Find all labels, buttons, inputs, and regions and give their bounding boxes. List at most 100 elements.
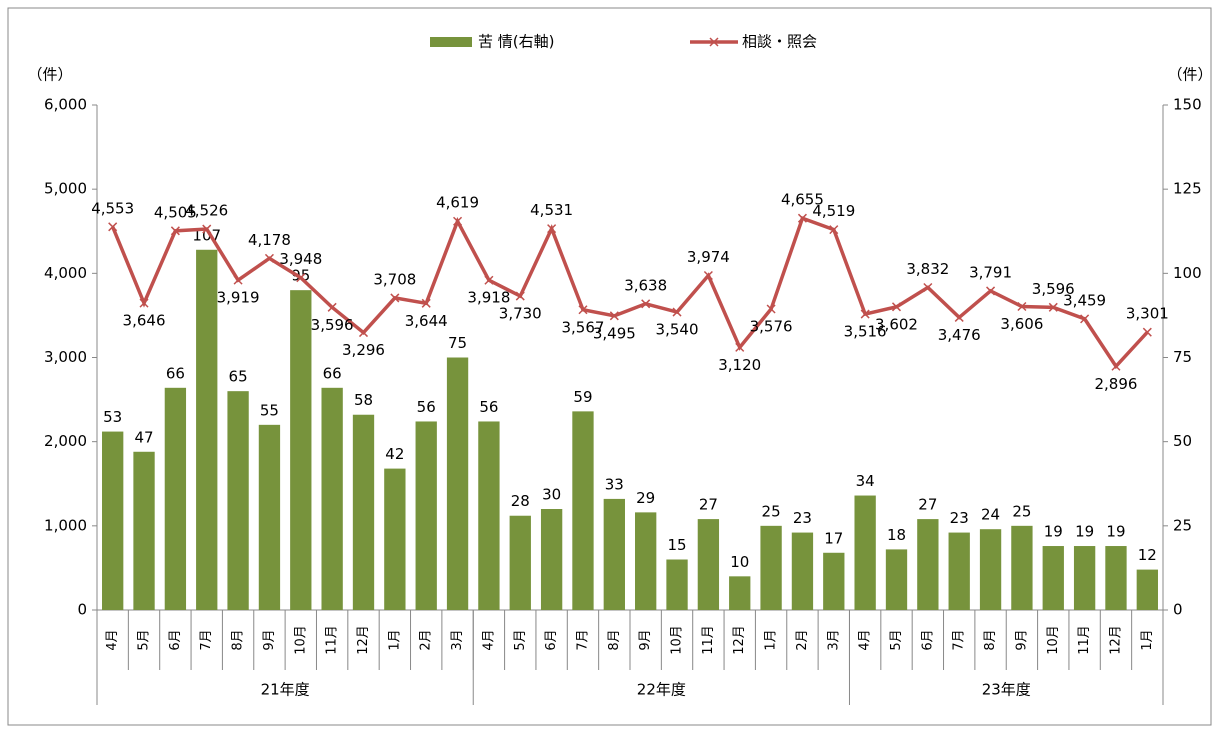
line-marker <box>108 222 118 232</box>
line-value-label: 3,567 <box>561 318 604 336</box>
bar-value-label: 24 <box>981 506 1000 524</box>
bar-value-label: 59 <box>573 388 592 406</box>
line-marker <box>202 224 212 234</box>
legend-swatch <box>430 37 472 47</box>
line-marker <box>986 286 996 296</box>
x-tick-label: 10月 <box>1046 625 1061 655</box>
bar <box>164 387 187 610</box>
bar-value-label: 17 <box>824 529 843 547</box>
group-label: 22年度 <box>637 681 686 699</box>
bar <box>133 451 155 610</box>
x-tick-label: 3月 <box>450 629 465 650</box>
bar <box>540 509 563 610</box>
line-marker <box>1111 361 1121 371</box>
line-value-label: 3,644 <box>405 312 448 330</box>
bar <box>1136 569 1158 610</box>
bar-value-label: 25 <box>1012 502 1031 520</box>
line-marker <box>641 299 651 309</box>
line-value-label: 3,646 <box>123 312 166 330</box>
x-tick-label: 12月 <box>732 625 747 655</box>
y2-tick-label: 0 <box>1173 601 1183 619</box>
bar <box>1105 546 1127 610</box>
line-marker <box>609 311 619 321</box>
line-marker <box>484 275 494 285</box>
line-marker <box>672 307 682 317</box>
bar <box>854 495 876 610</box>
chart-frame <box>7 7 1212 726</box>
x-tick-label: 9月 <box>262 629 277 650</box>
bar-value-label: 30 <box>542 486 561 504</box>
bar <box>760 525 782 610</box>
line-value-label: 3,948 <box>279 250 322 268</box>
line-marker <box>515 291 525 301</box>
bar <box>290 290 312 610</box>
x-tick-label: 11月 <box>1077 625 1092 655</box>
line-marker <box>327 302 337 312</box>
group-label: 21年度 <box>261 681 310 699</box>
line-value-label: 3,296 <box>342 341 385 359</box>
line-value-label: 3,918 <box>467 289 510 307</box>
x-tick-label: 7月 <box>952 629 967 650</box>
y-tick-label: 4,000 <box>44 264 87 282</box>
bar-value-label: 15 <box>667 536 686 554</box>
x-tick-label: 12月 <box>356 625 371 655</box>
y2-tick-label: 25 <box>1173 516 1192 534</box>
bar <box>885 549 908 610</box>
bar-value-label: 58 <box>354 391 373 409</box>
line-value-label: 3,596 <box>311 316 354 334</box>
y2-tick-label: 125 <box>1173 180 1202 198</box>
line-value-label: 4,519 <box>812 202 855 220</box>
x-tick-label: 7月 <box>575 629 590 650</box>
x-tick-label: 8月 <box>607 629 622 650</box>
line-value-label: 3,638 <box>624 276 667 294</box>
line-value-label: 4,531 <box>530 201 573 219</box>
x-tick-label: 2月 <box>419 629 434 650</box>
line-marker <box>453 216 463 226</box>
x-tick-label: 6月 <box>544 629 559 650</box>
bar-value-label: 12 <box>1138 546 1157 564</box>
bar-value-label: 65 <box>229 368 248 386</box>
line-value-label: 3,576 <box>750 318 793 336</box>
bar <box>1042 546 1064 610</box>
line-value-label: 3,495 <box>593 324 636 342</box>
bar <box>697 519 720 610</box>
bar-value-label: 27 <box>918 496 937 514</box>
x-tick-label: 8月 <box>983 629 998 650</box>
line-value-label: 3,596 <box>1032 280 1075 298</box>
y2-tick-label: 150 <box>1173 96 1202 114</box>
bar <box>948 532 970 610</box>
x-tick-label: 7月 <box>199 629 214 650</box>
line-marker <box>829 225 839 235</box>
x-tick-label: 5月 <box>137 629 152 650</box>
line-marker <box>797 213 807 223</box>
line-value-label: 3,708 <box>373 270 416 288</box>
bar <box>603 498 625 610</box>
bar-value-label: 55 <box>260 401 279 419</box>
line-marker <box>233 275 243 285</box>
bar <box>446 357 469 610</box>
bar <box>478 421 500 610</box>
line-marker <box>860 309 870 319</box>
bar <box>917 519 939 610</box>
bar <box>635 512 657 610</box>
bar-value-label: 23 <box>793 509 812 527</box>
x-tick-label: 11月 <box>701 625 716 655</box>
x-tick-label: 6月 <box>920 629 935 650</box>
line-marker <box>766 304 776 314</box>
bar-value-label: 56 <box>479 398 498 416</box>
bar-value-label: 19 <box>1106 523 1125 541</box>
y2-tick-label: 50 <box>1173 432 1192 450</box>
line-value-label: 4,178 <box>248 231 291 249</box>
line-value-label: 4,655 <box>781 191 824 209</box>
bar-value-label: 34 <box>856 472 875 490</box>
line-value-label: 3,120 <box>718 356 761 374</box>
line-value-label: 4,526 <box>185 202 228 220</box>
legend-label: 苦 情(右軸) <box>478 33 554 51</box>
y-tick-label: 3,000 <box>44 348 87 366</box>
line-value-label: 3,832 <box>906 260 949 278</box>
x-tick-label: 4月 <box>105 629 120 650</box>
bar <box>666 559 688 610</box>
line-value-label: 3,540 <box>656 321 699 339</box>
line-value-label: 3,602 <box>875 315 918 333</box>
